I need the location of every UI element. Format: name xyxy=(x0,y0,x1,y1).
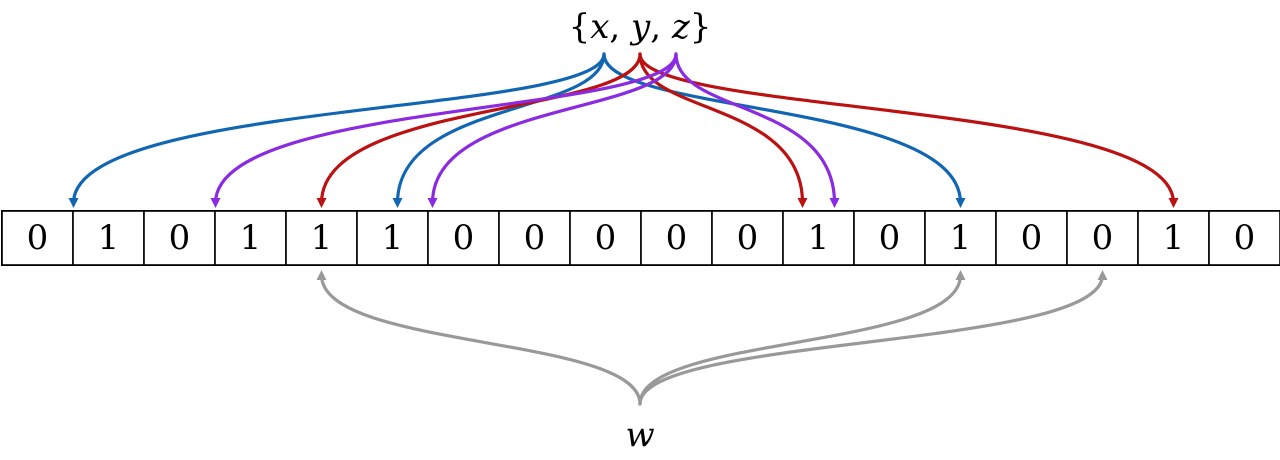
bit-value: 0 xyxy=(27,218,49,258)
hash-arrow-z xyxy=(427,52,678,208)
bit-cell xyxy=(711,210,784,266)
bit-cell xyxy=(853,210,926,266)
bit-cell xyxy=(356,210,429,266)
bit-cell xyxy=(285,210,358,266)
element-set-label: {x, y, z} xyxy=(569,7,712,47)
bit-value: 1 xyxy=(240,218,262,258)
set-open-brace: { xyxy=(569,7,591,47)
bit-value: 1 xyxy=(382,218,404,258)
set-separator-2: , xyxy=(650,7,672,47)
bit-cell xyxy=(1208,210,1280,266)
query-arrow-w xyxy=(638,270,1108,406)
hash-arrow-x xyxy=(602,52,966,208)
bit-value: 0 xyxy=(169,218,191,258)
set-close-brace: } xyxy=(690,7,712,47)
bit-cell xyxy=(924,210,997,266)
bit-value: 0 xyxy=(1092,218,1114,258)
bit-cell xyxy=(640,210,713,266)
query-arrow-w xyxy=(316,270,642,406)
hash-arrow-y xyxy=(638,52,1179,208)
bit-value: 1 xyxy=(950,218,972,258)
bit-value: 1 xyxy=(98,218,120,258)
bit-cell xyxy=(1066,210,1139,266)
bit-cell xyxy=(782,210,855,266)
bit-value: 0 xyxy=(879,218,901,258)
hash-arrow-z xyxy=(674,52,840,208)
bit-value: 0 xyxy=(737,218,759,258)
bit-value: 0 xyxy=(1021,218,1043,258)
bit-value: 0 xyxy=(666,218,688,258)
query-arrow-w xyxy=(638,270,966,406)
bit-value: 0 xyxy=(595,218,617,258)
hash-arrow-x xyxy=(68,52,606,208)
bit-cell xyxy=(498,210,571,266)
bit-cell xyxy=(995,210,1068,266)
bit-cell xyxy=(569,210,642,266)
bit-value: 1 xyxy=(1163,218,1185,258)
bit-cell xyxy=(427,210,500,266)
hash-arrow-y xyxy=(638,52,808,208)
query-element-label: w xyxy=(625,415,654,455)
hash-arrows xyxy=(68,52,1179,406)
bit-cell xyxy=(143,210,216,266)
bit-value: 1 xyxy=(311,218,333,258)
hash-arrow-z xyxy=(210,52,678,208)
bit-array: 0 1 0 1 1 1 0 0 0 0 0 1 0 1 0 0 1 0 xyxy=(1,210,1280,266)
bit-cell xyxy=(72,210,145,266)
bit-value: 0 xyxy=(524,218,546,258)
set-element-y: y xyxy=(629,7,651,47)
hash-arrow-x xyxy=(392,52,606,208)
set-element-z: z xyxy=(671,7,691,47)
bit-value: 0 xyxy=(1234,218,1256,258)
hash-arrow-y xyxy=(316,52,642,208)
set-separator-1: , xyxy=(609,7,631,47)
bit-cell xyxy=(1,210,74,266)
bit-value: 1 xyxy=(808,218,830,258)
bit-value: 0 xyxy=(453,218,475,258)
set-element-x: x xyxy=(590,7,609,47)
